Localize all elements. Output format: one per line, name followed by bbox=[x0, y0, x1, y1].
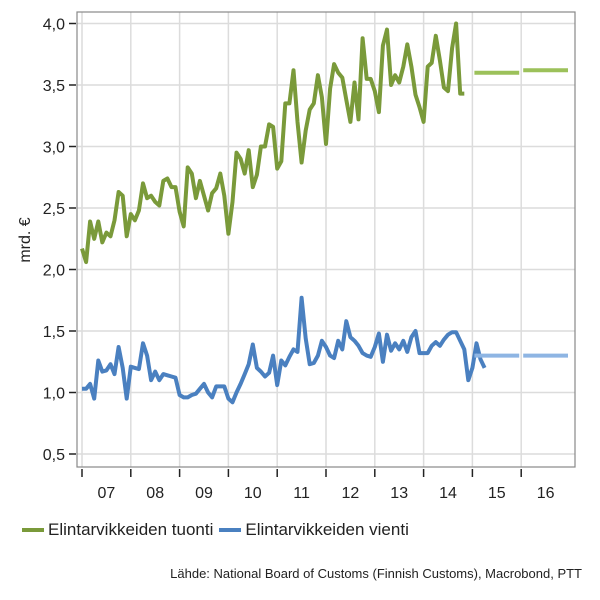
source-note: Lähde: National Board of Customs (Finnis… bbox=[170, 566, 582, 581]
y-tick-label: 3,5 bbox=[43, 78, 65, 95]
y-tick-label: 0,5 bbox=[43, 447, 65, 464]
y-tick-label: 1,5 bbox=[43, 324, 65, 341]
x-tick-label: 10 bbox=[244, 485, 262, 502]
legend-label-import: Elintarvikkeiden tuonti bbox=[48, 520, 214, 539]
legend: Elintarvikkeiden tuonti Elintarvikkeiden… bbox=[22, 520, 415, 540]
x-tick-label: 11 bbox=[293, 485, 310, 502]
x-tick-label: 15 bbox=[488, 485, 506, 502]
y-tick-label: 1,0 bbox=[43, 386, 65, 403]
y-axis: 0,5 1,0 1,5 2,0 2,5 3,0 3,5 4,0 bbox=[43, 17, 76, 464]
x-tick-label: 09 bbox=[195, 485, 213, 502]
plot-border bbox=[76, 11, 576, 468]
x-tick-label: 07 bbox=[98, 485, 116, 502]
legend-swatch-export bbox=[219, 528, 242, 532]
x-tick-label: 12 bbox=[342, 485, 360, 502]
series-layer bbox=[80, 21, 568, 405]
x-tick-label: 13 bbox=[390, 485, 408, 502]
y-tick-label: 3,0 bbox=[43, 140, 65, 157]
legend-item-import: Elintarvikkeiden tuonti bbox=[22, 520, 213, 540]
y-axis-title: mrd. € bbox=[17, 217, 34, 262]
y-tick-label: 2,5 bbox=[43, 201, 65, 218]
x-tick-label: 14 bbox=[439, 485, 457, 502]
x-tick-label: 08 bbox=[146, 485, 164, 502]
legend-item-export: Elintarvikkeiden vienti bbox=[219, 520, 409, 540]
x-tick-label: 16 bbox=[537, 485, 555, 502]
series-line-0 bbox=[80, 21, 465, 265]
chart: 0,5 1,0 1,5 2,0 2,5 3,0 3,5 4,0 07 08 09 10 11 12 13 1… bbox=[17, 11, 576, 502]
y-tick-label: 4,0 bbox=[43, 17, 65, 34]
legend-swatch-import bbox=[22, 528, 44, 532]
y-tick-label: 2,0 bbox=[43, 263, 65, 280]
series-line-1 bbox=[82, 295, 487, 405]
legend-label-export: Elintarvikkeiden vienti bbox=[245, 520, 409, 539]
x-axis: 07 08 09 10 11 12 13 14 15 16 bbox=[81, 469, 555, 502]
